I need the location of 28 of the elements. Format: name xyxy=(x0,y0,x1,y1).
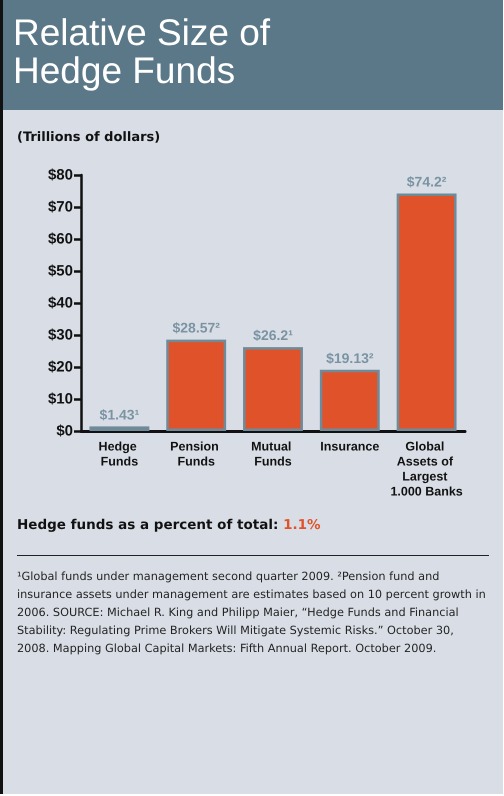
y-tick-label: $80 xyxy=(48,166,73,184)
y-tick-label: $20 xyxy=(48,358,73,376)
data-label: $28.57² xyxy=(172,320,220,336)
chart-title: Relative Size of Hedge Funds xyxy=(3,0,503,110)
chart-subtitle: (Trillions of dollars) xyxy=(17,130,162,145)
y-tick-label: $30 xyxy=(48,326,73,344)
y-tick-label: $70 xyxy=(48,198,73,216)
bar xyxy=(166,340,226,431)
y-tick-label: $40 xyxy=(48,294,73,312)
bar xyxy=(89,426,150,431)
y-tick-label: $50 xyxy=(48,262,73,280)
x-tick-label: Mutual Funds xyxy=(251,440,295,468)
bar xyxy=(243,347,303,431)
data-label: $26.2¹ xyxy=(253,327,294,344)
bar xyxy=(396,194,457,431)
x-tick-label: Insurance xyxy=(320,440,380,454)
bar xyxy=(320,370,380,431)
x-tick-label: Hedge Funds xyxy=(98,440,140,468)
x-tick-label: Pension Funds xyxy=(170,440,222,468)
data-label: $19.13² xyxy=(326,350,374,366)
y-tick-label: $60 xyxy=(48,230,73,248)
x-tick-label: Global Assets of Largest 1.000 Banks xyxy=(390,440,463,498)
text: ¹Global funds under management second quarter 2009. ²Pension fund and insurance assets under management are estimates based on 10 percent growth in 2006. SOURCE: Michael R. King and Philipp Maier, “Hedge Funds and Financial Stability: Regulating Prime Brokers Will Mitigate Systemic Risks.” October 30, 2008. Mapping Global Capital Markets: Fifth Annual Report. October 2009. xyxy=(17,569,487,657)
y-tick-label: $10 xyxy=(48,390,73,408)
text: Hedge funds as a percent of total: 1.1% xyxy=(17,517,322,533)
data-label: $1.43¹ xyxy=(100,406,140,422)
y-tick-label: $0 xyxy=(56,422,73,440)
data-label: $74.2² xyxy=(406,174,447,190)
